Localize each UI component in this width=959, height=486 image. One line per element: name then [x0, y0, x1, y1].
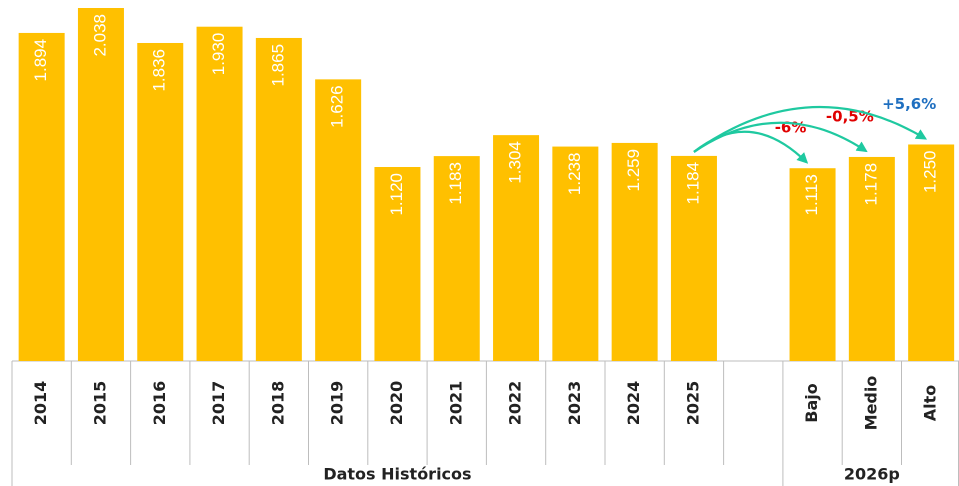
category-label: 2021 [446, 381, 465, 426]
category-label: Medio [861, 376, 880, 431]
bar [848, 156, 895, 361]
value-label: 1.930 [209, 33, 228, 76]
category-label: 2018 [268, 381, 287, 426]
annotation: +5,6% [882, 95, 936, 113]
category-label: Bajo [802, 383, 821, 422]
bar [315, 79, 362, 361]
arrow [693, 121, 868, 153]
bar [196, 26, 243, 362]
bar [374, 167, 421, 361]
category-label: 2022 [506, 381, 525, 426]
bar [493, 135, 540, 361]
value-label: 1.250 [921, 150, 940, 193]
value-label: 1.626 [328, 85, 347, 128]
bar [255, 37, 302, 362]
category-label: 2016 [150, 381, 169, 426]
group-label: Datos Históricos [323, 465, 471, 484]
value-label: 1.836 [150, 49, 169, 92]
category-label: 2025 [683, 381, 702, 426]
value-label: 1.183 [446, 162, 465, 205]
value-label: 1.178 [861, 163, 880, 206]
bar [552, 146, 599, 361]
value-label: 1.238 [565, 153, 584, 196]
bar [433, 156, 480, 361]
category-label: 2024 [624, 381, 643, 426]
annotation: -6% [775, 119, 807, 137]
category-label: 2019 [328, 381, 347, 426]
arrow [693, 105, 928, 153]
bar [18, 32, 65, 361]
category-label: 2017 [209, 381, 228, 426]
bar [670, 155, 717, 361]
group-label: 2026p [844, 465, 900, 484]
bar [908, 144, 955, 361]
category-label: 2015 [90, 381, 109, 426]
bar [789, 168, 836, 361]
value-label: 1.865 [268, 44, 287, 87]
category-label: Alto [921, 385, 940, 422]
bar [611, 142, 658, 361]
value-label: 1.894 [31, 39, 50, 82]
value-label: 1.184 [683, 162, 702, 205]
bar [137, 42, 184, 362]
value-label: 1.259 [624, 149, 643, 192]
value-label: 1.120 [387, 173, 406, 216]
value-label: 1.304 [506, 141, 525, 184]
category-label: 2020 [387, 381, 406, 426]
category-label: 2023 [565, 381, 584, 426]
category-label: 2014 [31, 381, 50, 426]
value-label: 1.113 [802, 174, 821, 215]
bar [77, 8, 124, 361]
value-label: 2.038 [90, 14, 109, 57]
